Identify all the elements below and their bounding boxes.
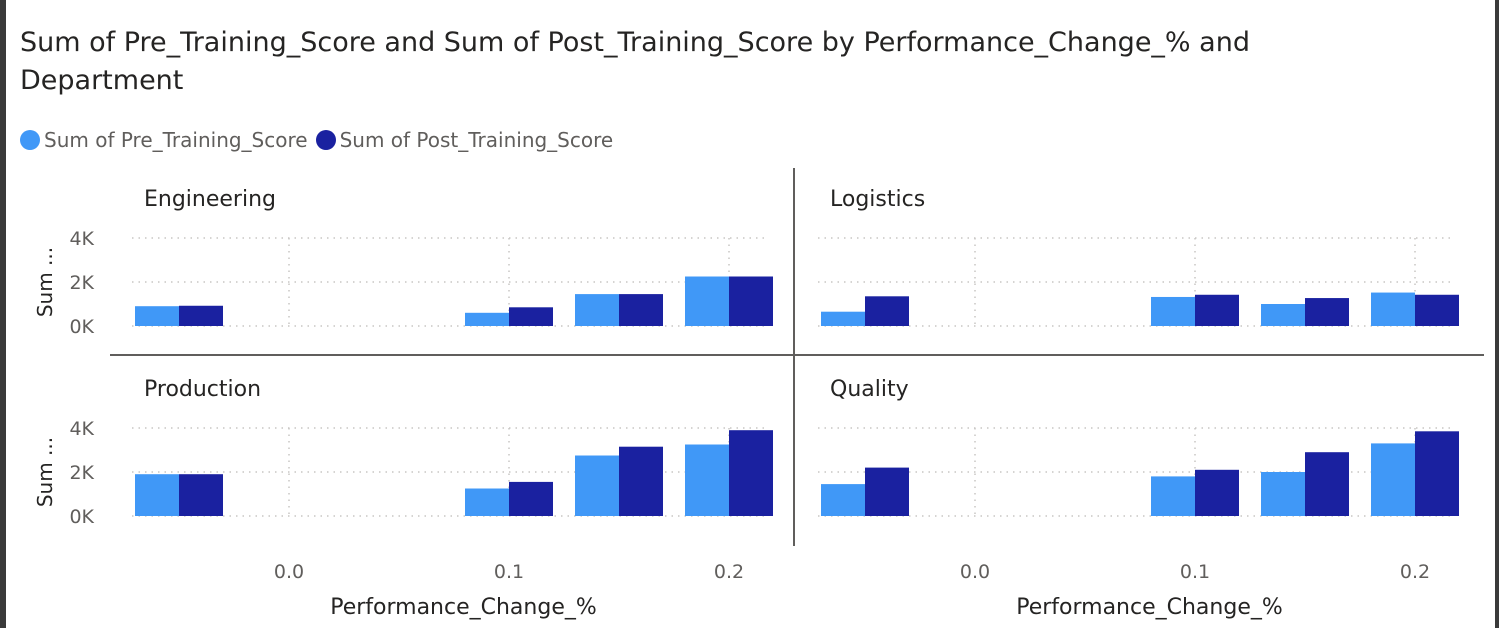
bar-production-pre bbox=[135, 474, 179, 516]
x-axis-title: Performance_Change_% bbox=[1016, 595, 1283, 620]
bar-logistics-post bbox=[1415, 294, 1459, 326]
panel-title-logistics: Logistics bbox=[830, 187, 925, 212]
bar-production-post bbox=[729, 430, 773, 516]
y-tick-label: 2K bbox=[69, 462, 94, 484]
x-tick-label: 0.2 bbox=[1400, 561, 1430, 583]
bar-quality-post bbox=[1305, 452, 1349, 516]
bar-quality-post bbox=[865, 467, 909, 516]
panel-title-quality: Quality bbox=[830, 377, 909, 402]
y-axis-title: Sum ... bbox=[33, 437, 57, 507]
bar-production-pre bbox=[465, 488, 509, 516]
legend-dot-pre bbox=[20, 130, 40, 150]
chart-title: Sum of Pre_Training_Score and Sum of Pos… bbox=[20, 27, 1250, 96]
legend[interactable]: Sum of Pre_Training_Score Sum of Post_Tr… bbox=[20, 124, 621, 156]
x-tick-label: 0.1 bbox=[1180, 561, 1210, 583]
y-tick-label: 4K bbox=[69, 418, 94, 440]
bar-engineering-pre bbox=[575, 294, 619, 326]
bar-quality-pre bbox=[821, 484, 865, 516]
panel-title-production: Production bbox=[144, 377, 261, 402]
bar-engineering-post bbox=[729, 276, 773, 326]
x-tick-label: 0.1 bbox=[494, 561, 524, 583]
bar-logistics-pre bbox=[1371, 292, 1415, 326]
bar-engineering-pre bbox=[135, 306, 179, 326]
y-tick-label: 4K bbox=[69, 228, 94, 250]
bar-engineering-post bbox=[509, 307, 553, 326]
bar-logistics-post bbox=[1195, 294, 1239, 326]
bar-production-post bbox=[619, 446, 663, 516]
bar-production-pre bbox=[685, 444, 729, 516]
bar-logistics-post bbox=[865, 296, 909, 326]
small-multiples-chart: Engineering 0K 2K 4K Sum ... Logistics Product… bbox=[33, 168, 1484, 620]
y-tick-label: 0K bbox=[69, 316, 94, 338]
legend-item-post[interactable]: Sum of Post_Training_Score bbox=[315, 128, 614, 152]
bar-quality-post bbox=[1195, 469, 1239, 516]
bar-production-post bbox=[179, 474, 223, 516]
bar-engineering-post bbox=[179, 305, 223, 326]
bar-logistics-pre bbox=[821, 311, 865, 326]
bar-logistics-pre bbox=[1151, 296, 1195, 326]
bar-quality-pre bbox=[1371, 443, 1415, 516]
bar-production-pre bbox=[575, 455, 619, 516]
panel-title-engineering: Engineering bbox=[144, 187, 276, 212]
bar-engineering-pre bbox=[685, 276, 729, 326]
x-tick-label: 0.0 bbox=[960, 561, 990, 583]
chart-card: Sum of Pre_Training_Score and Sum of Pos… bbox=[6, 0, 1495, 628]
legend-label-post: Sum of Post_Training_Score bbox=[339, 128, 614, 152]
bar-engineering-pre bbox=[465, 312, 509, 326]
bar-quality-post bbox=[1415, 431, 1459, 516]
legend-label-pre: Sum of Pre_Training_Score bbox=[44, 128, 308, 152]
x-axis-title: Performance_Change_% bbox=[330, 595, 597, 620]
bar-quality-pre bbox=[1151, 476, 1195, 516]
x-tick-label: 0.0 bbox=[274, 561, 304, 583]
y-tick-label: 2K bbox=[69, 272, 94, 294]
legend-item-pre[interactable]: Sum of Pre_Training_Score bbox=[20, 128, 308, 152]
bar-quality-pre bbox=[1261, 472, 1305, 516]
bar-production-post bbox=[509, 481, 553, 516]
y-axis-title: Sum ... bbox=[33, 247, 57, 317]
y-tick-label: 0K bbox=[69, 506, 94, 528]
bar-logistics-pre bbox=[1261, 304, 1305, 326]
legend-dot-post bbox=[315, 130, 336, 150]
x-tick-label: 0.2 bbox=[714, 561, 744, 583]
bar-engineering-post bbox=[619, 294, 663, 326]
bar-logistics-post bbox=[1305, 298, 1349, 326]
